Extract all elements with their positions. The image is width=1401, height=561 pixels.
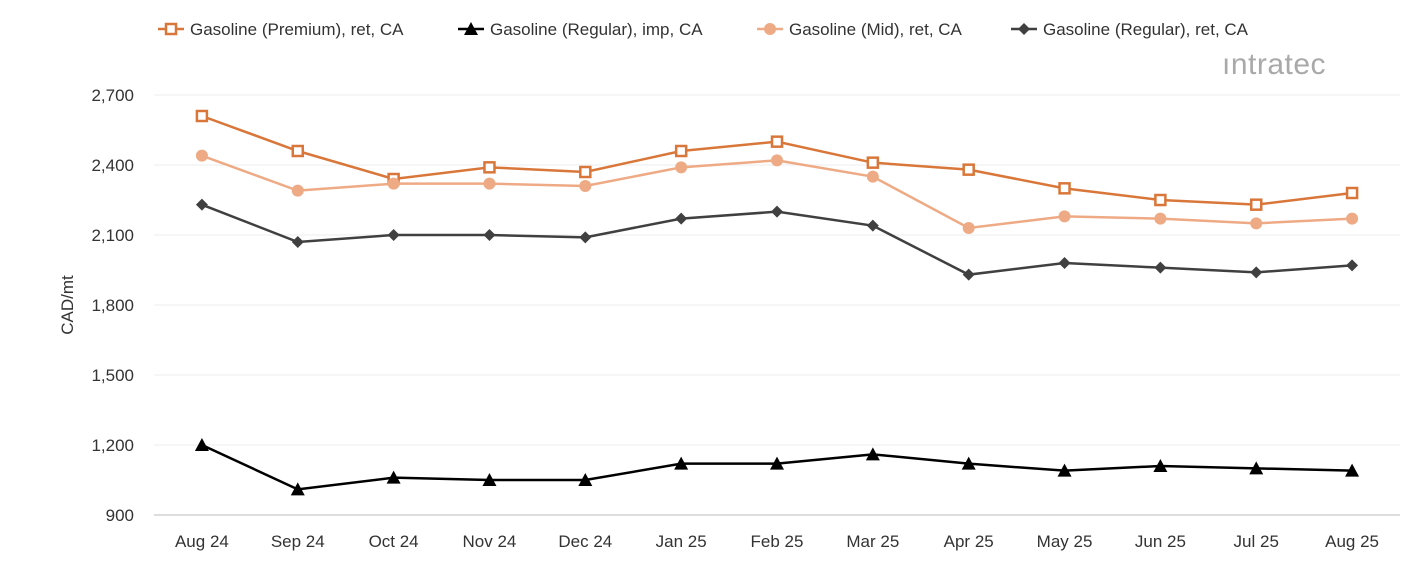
data-point	[866, 219, 879, 232]
data-point	[578, 473, 593, 486]
legend-item[interactable]: Gasoline (Premium), ret, CA	[158, 20, 404, 39]
data-point	[866, 170, 879, 183]
data-point	[961, 456, 976, 470]
data-point	[1153, 459, 1168, 472]
data-point	[579, 231, 592, 244]
y-tick-label: 2,400	[91, 156, 134, 175]
series-3	[195, 198, 1359, 281]
data-point	[291, 144, 305, 158]
data-point	[1154, 212, 1167, 225]
x-tick-label: Jul 25	[1234, 532, 1279, 551]
intratec-logo: ıntratec	[1222, 48, 1327, 81]
legend-label: Gasoline (Regular), imp, CA	[490, 20, 703, 39]
legend-label: Gasoline (Mid), ret, CA	[789, 20, 963, 39]
legend-marker	[464, 22, 478, 35]
x-tick-label: May 25	[1037, 532, 1093, 551]
legend-marker	[764, 23, 776, 35]
data-point	[771, 205, 783, 218]
data-point	[579, 165, 592, 179]
y-tick-label: 2,100	[91, 226, 134, 245]
data-point	[291, 236, 304, 248]
data-point	[1058, 210, 1071, 223]
data-point	[770, 135, 784, 148]
x-tick-label: Dec 24	[558, 532, 612, 551]
data-point	[1250, 266, 1263, 279]
data-point	[866, 156, 880, 169]
data-point	[962, 222, 975, 234]
data-point	[674, 144, 688, 158]
data-point	[195, 109, 209, 123]
legend-item[interactable]: Gasoline (Regular), ret, CA	[1011, 20, 1249, 39]
x-tick-label: Nov 24	[463, 532, 517, 551]
data-point	[483, 161, 496, 174]
data-point	[482, 473, 497, 486]
data-point	[386, 470, 401, 484]
y-axis-label: CAD/mt	[58, 275, 77, 335]
x-tick-label: Apr 25	[944, 532, 994, 551]
series-2	[195, 149, 1359, 234]
legend-marker	[1018, 23, 1030, 35]
x-tick-label: Jun 25	[1135, 532, 1186, 551]
legend-marker	[164, 22, 178, 36]
data-point	[1249, 461, 1264, 475]
data-point	[675, 161, 688, 174]
y-tick-label: 2,700	[91, 86, 134, 105]
y-tick-label: 1,500	[91, 366, 134, 385]
data-point	[483, 177, 496, 190]
x-tick-label: Oct 24	[369, 532, 419, 551]
data-point	[1345, 186, 1359, 200]
data-point	[195, 149, 208, 162]
data-point	[675, 212, 688, 225]
data-point	[1250, 217, 1263, 230]
legend-item[interactable]: Gasoline (Regular), imp, CA	[458, 20, 703, 39]
series-1	[194, 438, 1360, 496]
data-point	[1058, 257, 1071, 269]
x-tick-label: Feb 25	[751, 532, 804, 551]
data-point	[1346, 259, 1359, 272]
data-point	[387, 177, 400, 190]
data-point	[1346, 212, 1359, 225]
x-tick-label: Mar 25	[846, 532, 899, 551]
x-tick-label: Aug 24	[175, 532, 229, 551]
data-point	[1345, 463, 1360, 477]
data-point	[962, 163, 975, 176]
data-point	[387, 229, 400, 241]
data-point	[771, 154, 783, 167]
data-point	[865, 447, 880, 461]
data-point	[1058, 182, 1071, 195]
y-tick-label: 1,800	[91, 296, 134, 315]
data-point	[1249, 198, 1263, 211]
legend-label: Gasoline (Premium), ret, CA	[190, 20, 404, 39]
data-point	[1154, 261, 1167, 274]
data-point	[290, 482, 305, 496]
legend-item[interactable]: Gasoline (Mid), ret, CA	[757, 20, 963, 39]
data-point	[194, 438, 209, 451]
legend-label: Gasoline (Regular), ret, CA	[1043, 20, 1249, 39]
y-tick-label: 1,200	[91, 436, 134, 455]
data-point	[579, 180, 592, 192]
x-tick-label: Jan 25	[656, 532, 707, 551]
data-point	[962, 268, 975, 281]
y-tick-label: 900	[106, 506, 134, 525]
data-point	[674, 456, 689, 470]
data-point	[483, 229, 496, 241]
x-tick-label: Sep 24	[271, 532, 325, 551]
data-point	[770, 456, 784, 470]
x-tick-label: Aug 25	[1325, 532, 1379, 551]
data-point	[291, 184, 304, 197]
data-point	[1057, 463, 1072, 477]
data-point	[195, 198, 208, 211]
data-point	[1154, 193, 1167, 207]
